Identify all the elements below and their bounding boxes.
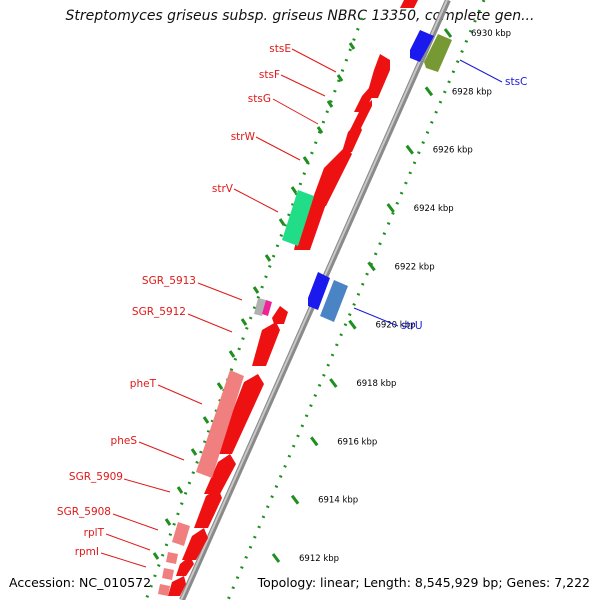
- gene-labels: stsE stsF stsG strW strV SGR_5913 SGR_59…: [57, 43, 527, 558]
- gene-arrow-stsC-blue[interactable]: [410, 30, 434, 62]
- gene-label[interactable]: SGR_5913: [142, 275, 196, 287]
- leader-lines: [100, 48, 503, 568]
- scale-tick-label: 6930 kbp: [471, 29, 511, 39]
- gene-arrow-top[interactable]: [400, 0, 418, 8]
- inner-track-tick: [326, 100, 334, 108]
- gene-box-SGR_5913-magenta[interactable]: [262, 300, 272, 316]
- gene-arrows-reverse: [168, 0, 418, 596]
- gene-box-rpl3[interactable]: [162, 568, 174, 580]
- scale-tick: [367, 261, 376, 272]
- inner-track-tick: [176, 486, 184, 494]
- inner-track-tick: [152, 552, 160, 560]
- scale-tick: [424, 86, 434, 97]
- inner-track-tick: [240, 318, 248, 326]
- gene-label[interactable]: stsE: [269, 43, 291, 55]
- scale-tick: [443, 28, 453, 38]
- inner-track-tick: [264, 254, 272, 262]
- gene-label[interactable]: pheT: [130, 378, 157, 390]
- gene-box-rpl4[interactable]: [158, 584, 170, 596]
- scale-tick-label: 6912 kbp: [299, 554, 339, 564]
- gene-label[interactable]: strW: [231, 131, 256, 143]
- scale-tick-label: 6920 kbp: [375, 321, 415, 331]
- gene-label[interactable]: rplT: [84, 527, 105, 539]
- gene-label[interactable]: strV: [212, 183, 234, 195]
- inner-track-tick: [348, 42, 356, 50]
- genome-summary: Topology: linear; Length: 8,545,929 bp; …: [257, 575, 590, 590]
- inner-track-tick: [190, 448, 198, 456]
- gene-box-pheT[interactable]: [196, 370, 244, 478]
- gene-box-rpl[interactable]: [172, 522, 190, 546]
- scale-tick: [348, 319, 357, 330]
- scale-tick: [329, 378, 338, 388]
- gene-arrow-bottom[interactable]: [168, 576, 186, 596]
- inner-track-tick: [202, 416, 210, 424]
- gene-label[interactable]: SGR_5908: [57, 506, 111, 518]
- gene-label[interactable]: stsC: [505, 76, 527, 88]
- scale-tick-label: 6924 kbp: [414, 204, 454, 214]
- gene-label[interactable]: rpmI: [75, 546, 99, 558]
- gene-arrow-rpmI-cds[interactable]: [176, 556, 194, 576]
- inner-track-tick: [278, 218, 286, 226]
- scale-tick: [290, 494, 300, 505]
- inner-track-tick: [316, 126, 324, 134]
- inner-track-tick: [336, 74, 344, 82]
- gene-arrow-strW[interactable]: [342, 122, 362, 152]
- gene-arrow-strV[interactable]: [310, 146, 352, 206]
- inner-track-tick: [164, 518, 172, 526]
- scale-tick: [405, 144, 414, 155]
- gene-arrow-SGR_5909-cds[interactable]: [204, 454, 236, 494]
- scale-tick-label: 6914 kbp: [318, 496, 358, 506]
- gene-box-rpl2[interactable]: [166, 552, 178, 564]
- gene-label[interactable]: SGR_5912: [132, 306, 186, 318]
- gene-arrow-strU-blue[interactable]: [308, 272, 330, 310]
- scale-tick: [310, 436, 319, 447]
- gene-boxes-light: [158, 370, 244, 596]
- gene-label[interactable]: stsG: [248, 93, 271, 105]
- gene-label[interactable]: pheS: [111, 435, 138, 447]
- gene-arrow-pheT-cds[interactable]: [252, 322, 280, 366]
- gene-arrow-pheS-cds[interactable]: [216, 374, 264, 454]
- inner-track-tick: [290, 186, 298, 194]
- inner-track-tick: [228, 350, 236, 358]
- scale-tick-label: 6922 kbp: [395, 262, 435, 272]
- gene-label[interactable]: SGR_5909: [69, 471, 123, 483]
- inner-track-tick: [252, 286, 260, 294]
- gene-arrow-upstream[interactable]: [294, 196, 326, 250]
- gene-arrow-stsC-olive[interactable]: [424, 34, 452, 72]
- gene-box-strU-steel[interactable]: [320, 280, 348, 322]
- genome-title: Streptomyces griseus subsp. griseus NBRC…: [65, 8, 535, 24]
- scale-dotted-track: [226, 0, 486, 600]
- gene-arrow-SGR_5908-cds[interactable]: [194, 488, 222, 528]
- gene-label[interactable]: stsF: [259, 69, 280, 81]
- gene-box-strV-green[interactable]: [282, 190, 314, 246]
- scale-tick-label: 6916 kbp: [337, 437, 377, 447]
- scale-tick-label: 6928 kbp: [452, 87, 492, 97]
- tick-labels: 6930 kbp 6928 kbp 6926 kbp 6924 kbp 6922 kbp…: [299, 29, 511, 564]
- gene-arrow-stsF[interactable]: [354, 80, 378, 112]
- inner-track-tick: [302, 156, 310, 164]
- scale-tick: [271, 553, 281, 563]
- gene-arrow-stsG[interactable]: [348, 100, 372, 134]
- gene-label[interactable]: strU: [401, 320, 423, 332]
- inner-track-tick: [216, 382, 224, 390]
- inner-dotted-track: [144, 17, 364, 600]
- gene-arrow-SGR_5912[interactable]: [272, 306, 288, 324]
- scale-tick-label: 6918 kbp: [356, 379, 396, 389]
- scale-tick-label: 6926 kbp: [433, 146, 473, 156]
- gene-arrow-rplT-cds[interactable]: [182, 528, 208, 560]
- accession-text: Accession: NC_010572: [9, 575, 152, 590]
- scale-tick: [386, 203, 395, 213]
- tick-marks: [152, 28, 453, 563]
